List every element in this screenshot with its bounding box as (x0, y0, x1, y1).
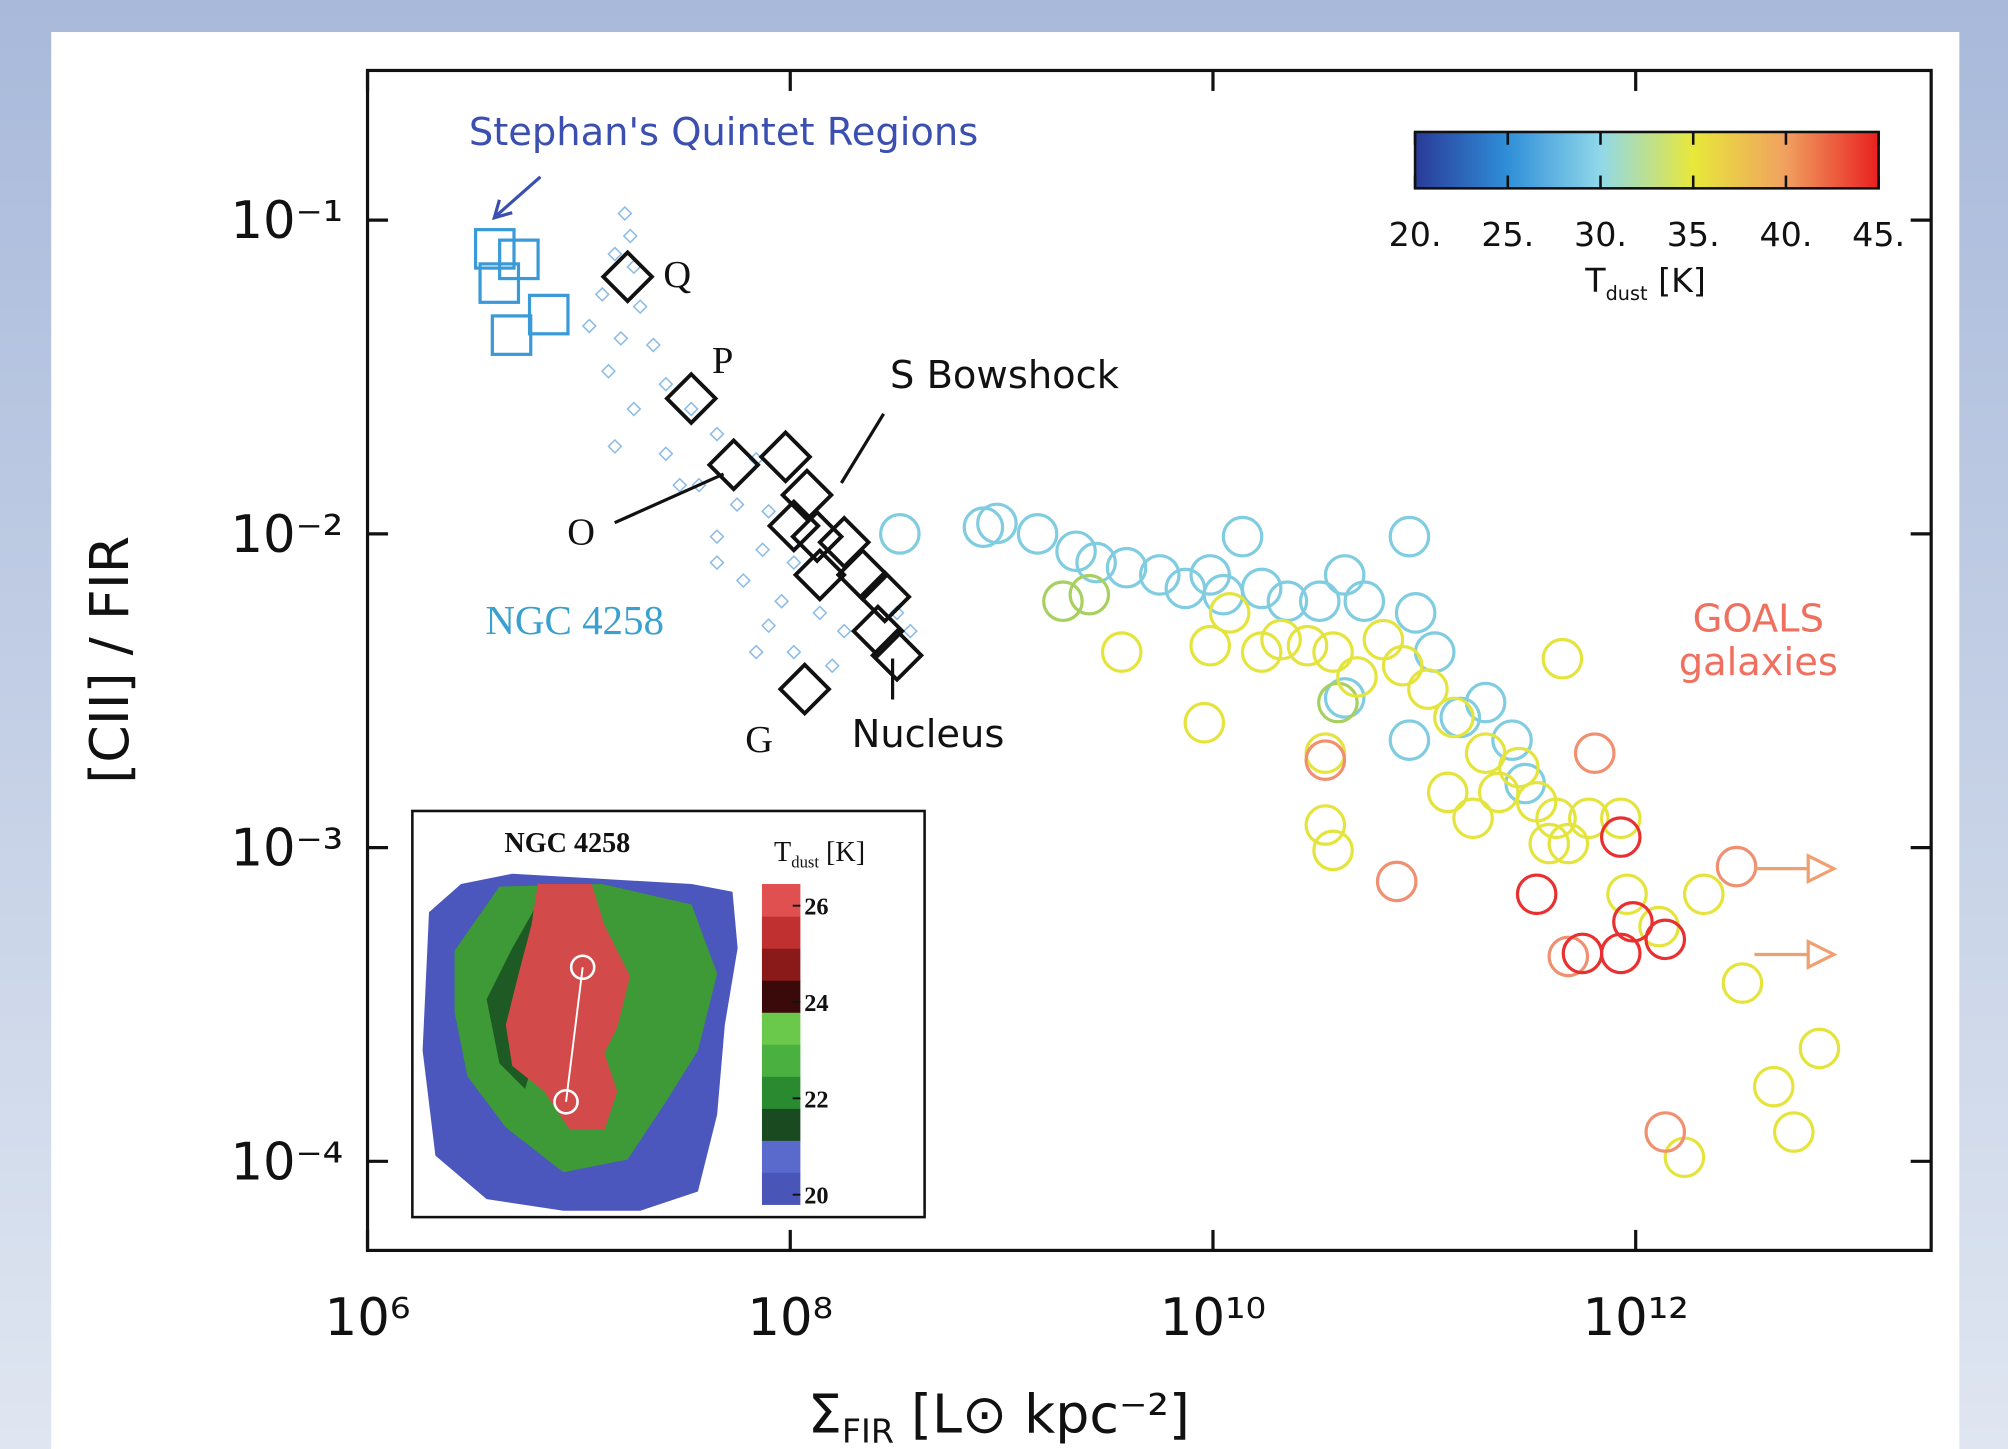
colorbar-tick-label: 40. (1759, 215, 1812, 254)
inset-colorbar-band (762, 1012, 800, 1045)
inset-colorbar-band (762, 1076, 800, 1109)
x-label-sub: FIR (842, 1412, 894, 1449)
inset-colorbar-tick-label: 24 (804, 990, 828, 1017)
inset-colorbar-band (762, 1044, 800, 1077)
annotation: S Bowshock (890, 353, 1120, 398)
colorbar-tick-label: 20. (1389, 215, 1442, 254)
y-tick-label: 10⁻³ (230, 819, 343, 879)
annotation: galaxies (1679, 640, 1838, 685)
y-tick-label: 10⁻⁴ (230, 1132, 343, 1192)
x-tick-label: 10⁸ (747, 1288, 833, 1348)
x-label-unit: [L⊙ kpc⁻²] (894, 1382, 1190, 1445)
colorbar-tick-label: 25. (1481, 215, 1534, 254)
inset-label-unit: [K] (819, 837, 865, 868)
inset-title: NGC 4258 (504, 828, 630, 859)
annotation: Nucleus (852, 712, 1005, 757)
annotation: Stephan's Quintet Regions (469, 110, 978, 155)
annotation: O (567, 511, 595, 553)
colorbar (1415, 132, 1879, 188)
chart: Stephan's Quintet Regions Q P O G S Bows… (0, 0, 2008, 1449)
colorbar-label-unit: [K] (1648, 261, 1706, 300)
inset-colorbar-band (762, 1172, 800, 1205)
inset-colorbar-band (762, 884, 800, 917)
x-label-symbol: Σ (808, 1382, 842, 1445)
x-tick-label: 10¹⁰ (1160, 1288, 1266, 1348)
annotation: P (712, 340, 733, 382)
inset-colorbar-band (762, 980, 800, 1013)
inset-label-sub: dust (791, 852, 819, 871)
y-axis-label: [CII] / FIR (78, 536, 141, 784)
colorbar-tick-label: 30. (1574, 215, 1627, 254)
colorbar-tick-label: 35. (1667, 215, 1720, 254)
inset-colorbar-band (762, 1108, 800, 1141)
inset-colorbar-tick-label: 22 (804, 1086, 828, 1113)
colorbar-tick-label: 45. (1852, 215, 1905, 254)
y-tick-label: 10⁻¹ (230, 191, 343, 251)
inset-colorbar-band (762, 916, 800, 949)
annotation: GOALS (1693, 597, 1824, 642)
inset-colorbar-band (762, 948, 800, 981)
colorbar-label-symbol: T (1584, 261, 1606, 300)
inset-colorbar-label: Tdust [K] (774, 837, 865, 871)
annotation: NGC 4258 (485, 597, 664, 643)
inset: NGC 4258 Tdust [K] 20 22 24 26 (412, 811, 924, 1217)
annotation: G (745, 719, 773, 761)
page: Stephan's Quintet Regions Q P O G S Bows… (0, 0, 2008, 1449)
colorbar-label-sub: dust (1606, 282, 1648, 305)
inset-colorbar-tick-label: 20 (804, 1183, 828, 1210)
inset-colorbar-tick-label: 26 (804, 894, 828, 921)
inset-label-symbol: T (774, 837, 791, 868)
x-tick-label: 10⁶ (325, 1288, 411, 1348)
y-tick-label: 10⁻² (230, 505, 343, 565)
x-tick-label: 10¹² (1583, 1288, 1689, 1348)
annotation: Q (663, 254, 691, 296)
inset-colorbar-band (762, 1140, 800, 1173)
